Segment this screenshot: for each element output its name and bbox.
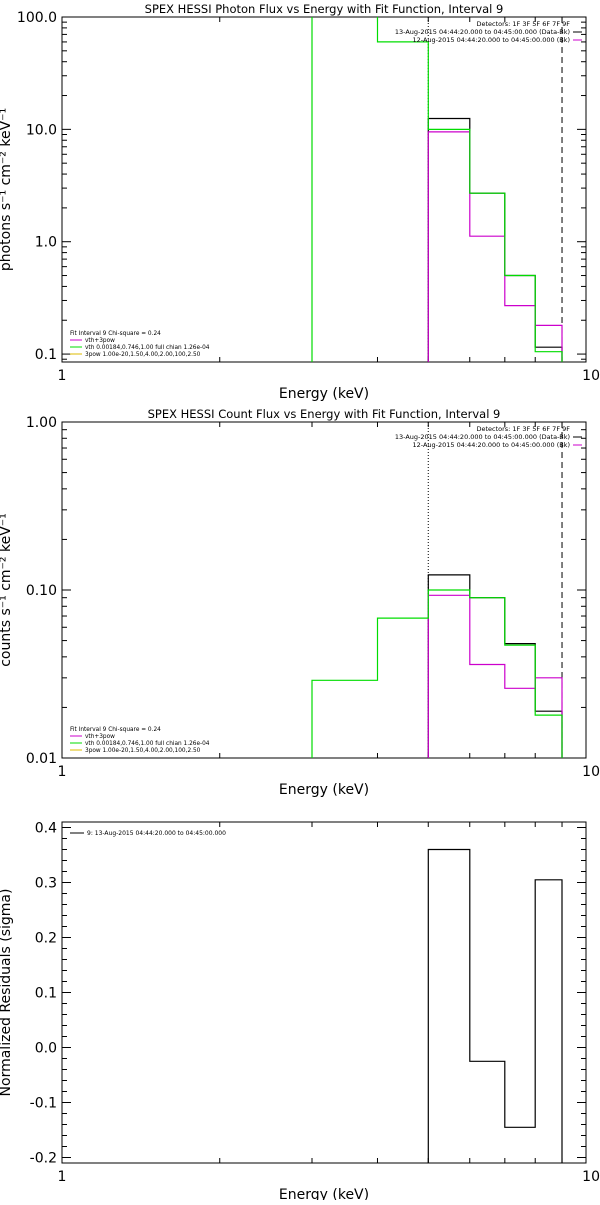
y-tick-label: 0.4: [35, 821, 57, 837]
y-tick-label: 0.1: [35, 986, 57, 1002]
y-tick-label: 0.01: [26, 751, 57, 767]
legend-entry: 13-Aug-2015 04:44:20.000 to 04:45:00.000…: [395, 433, 570, 441]
y-tick-label: 0.0: [35, 1041, 57, 1057]
plot-area: [427, 848, 563, 1163]
x-tick-label: 10: [582, 1169, 600, 1185]
x-axis-label: Energy (keV): [279, 386, 369, 402]
y-ticks: [62, 827, 586, 1158]
series-line-3: [311, 589, 563, 758]
x-tick-label: 10: [582, 764, 600, 780]
y-tick-label: 0.1: [35, 347, 57, 363]
chart-title: SPEX HESSI Photon Flux vs Energy with Fi…: [145, 2, 504, 16]
y-tick-label: 0.10: [26, 583, 57, 599]
chart-panel-1: SPEX HESSI Photon Flux vs Energy with Fi…: [0, 2, 600, 402]
series-line-2: [427, 594, 563, 758]
legend-entry: 3pow 1.00e-20,1.50,4.00,2.00,100,2.50: [85, 352, 201, 358]
chart-panel-2: SPEX HESSI Count Flux vs Energy with Fit…: [0, 407, 600, 798]
legend-entry: 12-Aug-2015 04:44:20.000 to 04:45:00.000…: [413, 36, 570, 44]
chart-panel-3: -0.2 -0.1 0.0 0.1 0.2 0.3 0.4 1 10 Energy (keV) No…: [0, 821, 600, 1204]
chart-title: SPEX HESSI Count Flux vs Energy with Fit…: [148, 407, 501, 421]
x-tick-label: 1: [58, 764, 67, 780]
y-tick-label: -0.2: [30, 1151, 57, 1167]
legend-entry: Fit Interval 9 Chi-square = 0.24: [70, 727, 161, 733]
series-line-1: [427, 848, 563, 1163]
legend-entry: 3pow 1.00e-20,1.50,4.00,2.00,100,2.50: [85, 748, 201, 754]
y-ticks: [62, 421, 586, 759]
y-tick-label: 100.0: [17, 10, 57, 26]
y-tick-label: 0.3: [35, 876, 57, 892]
legend-entry: vth+3pow: [85, 734, 115, 740]
plot-frame: [61, 16, 587, 363]
legend-entry: 12-Aug-2015 04:44:20.000 to 04:45:00.000…: [413, 441, 570, 449]
y-tick-label: -0.1: [30, 1096, 57, 1112]
legend-entry: vth 0.00184,0.746,1.00 full chian 1.26e-…: [85, 345, 210, 351]
y-tick-label: 0.2: [35, 931, 57, 947]
x-tick-label: 10: [582, 368, 600, 384]
y-axis-label: counts s⁻¹ cm⁻² keV⁻¹: [0, 513, 14, 667]
x-axis-label: Energy (keV): [279, 782, 369, 798]
legend-entry: Detectors: 1F 3F 5F 6F 7F 9F: [476, 20, 570, 28]
x-axis-label: Energy (keV): [279, 1187, 369, 1200]
series-line-3: [311, 17, 563, 362]
plot-area: [311, 422, 563, 758]
x-tick-label: 1: [58, 368, 67, 384]
y-tick-label: 10.0: [26, 122, 57, 138]
x-tick-label: 1: [58, 1169, 67, 1185]
y-ticks: [62, 16, 586, 360]
y-axis-label: photons s⁻¹ cm⁻² keV⁻¹: [0, 108, 14, 271]
legend-entry: Detectors: 1F 3F 5F 6F 7F 9F: [476, 425, 570, 433]
legend-entry: vth+3pow: [85, 338, 115, 344]
legend-entry: Fit Interval 9 Chi-square = 0.24: [70, 331, 161, 337]
legend-entry: vth 0.00184,0.746,1.00 full chian 1.26e-…: [85, 741, 210, 747]
y-tick-label: 1.00: [26, 415, 57, 431]
legend-entry: 13-Aug-2015 04:44:20.000 to 04:45:00.000…: [395, 28, 570, 36]
y-axis-label: Normalized Residuals (sigma): [0, 889, 14, 1097]
y-tick-label: 1.0: [35, 235, 57, 251]
legend-entry: 9: 13-Aug-2015 04:44:20.000 to 04:45:00.…: [87, 830, 226, 837]
plot-area: [311, 17, 563, 362]
